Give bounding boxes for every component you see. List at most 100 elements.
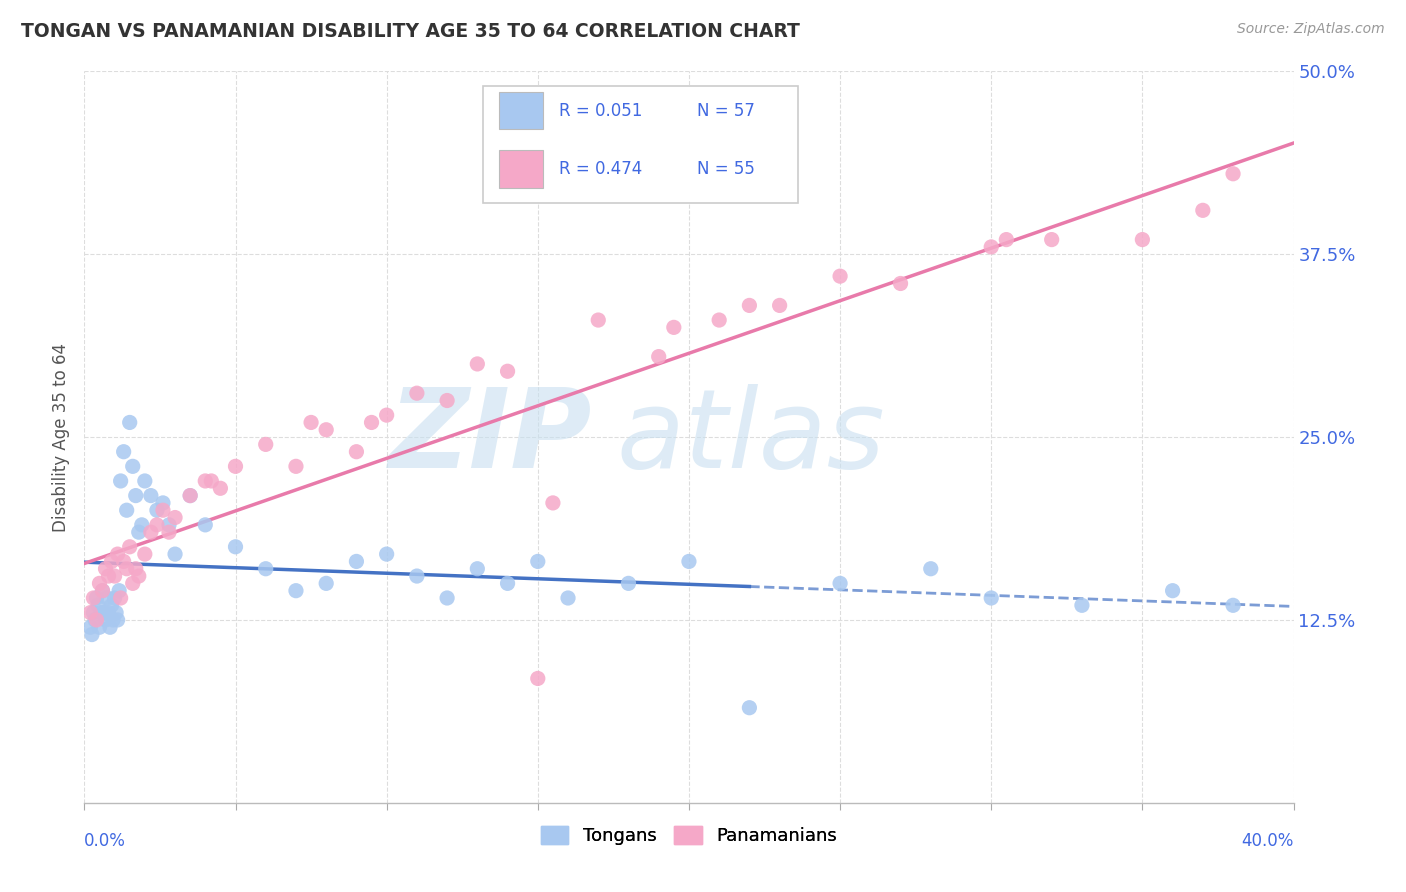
Point: [107, 613, 129, 627]
Point: [82, 591, 104, 605]
Point: [467, 562, 489, 576]
Point: [194, 474, 217, 488]
Point: [346, 554, 368, 568]
Point: [89, 620, 111, 634]
Point: [406, 569, 429, 583]
Point: [86, 613, 108, 627]
Point: [100, 554, 122, 568]
Point: [179, 489, 201, 503]
Point: [128, 569, 150, 583]
Point: [467, 357, 489, 371]
Point: [254, 437, 277, 451]
Point: [225, 459, 247, 474]
Point: [315, 576, 337, 591]
Point: [375, 547, 398, 561]
Point: [830, 576, 852, 591]
Point: [96, 591, 118, 605]
Point: [346, 444, 368, 458]
Point: [97, 569, 120, 583]
Point: [200, 474, 222, 488]
Y-axis label: Disability Age 35 to 64: Disability Age 35 to 64: [52, 343, 70, 532]
Point: [94, 613, 117, 627]
Point: [80, 627, 103, 641]
Point: [406, 386, 429, 401]
Point: [134, 474, 156, 488]
Point: [121, 459, 143, 474]
Point: [100, 599, 122, 613]
Text: atlas: atlas: [616, 384, 884, 491]
Text: Source: ZipAtlas.com: Source: ZipAtlas.com: [1237, 22, 1385, 37]
Point: [94, 562, 117, 576]
Point: [1222, 167, 1244, 181]
Point: [90, 606, 112, 620]
Point: [709, 313, 731, 327]
Point: [98, 620, 121, 634]
Point: [541, 496, 564, 510]
Point: [299, 416, 322, 430]
Point: [104, 569, 127, 583]
Point: [1192, 203, 1215, 218]
Point: [115, 503, 138, 517]
Point: [107, 547, 129, 561]
Point: [1222, 599, 1244, 613]
Point: [285, 583, 308, 598]
Point: [146, 503, 169, 517]
Point: [82, 606, 104, 620]
Point: [527, 672, 550, 686]
Point: [105, 606, 128, 620]
Point: [1071, 599, 1094, 613]
Point: [101, 613, 124, 627]
Point: [648, 350, 671, 364]
Point: [157, 517, 180, 532]
Point: [254, 562, 277, 576]
Point: [157, 525, 180, 540]
Point: [194, 517, 217, 532]
Point: [97, 606, 120, 620]
Point: [678, 554, 700, 568]
Point: [121, 576, 143, 591]
Point: [165, 547, 187, 561]
Point: [1161, 583, 1184, 598]
Point: [1132, 233, 1154, 247]
Text: ZIP: ZIP: [388, 384, 592, 491]
Point: [436, 393, 458, 408]
Point: [920, 562, 942, 576]
Point: [93, 606, 115, 620]
Point: [375, 408, 398, 422]
Point: [165, 510, 187, 524]
Point: [1040, 233, 1063, 247]
Text: TONGAN VS PANAMANIAN DISABILITY AGE 35 TO 64 CORRELATION CHART: TONGAN VS PANAMANIAN DISABILITY AGE 35 T…: [21, 22, 800, 41]
Point: [139, 489, 162, 503]
Point: [91, 583, 114, 598]
Point: [125, 489, 148, 503]
Point: [139, 525, 162, 540]
Point: [496, 364, 519, 378]
Text: 40.0%: 40.0%: [1241, 832, 1294, 850]
Point: [285, 459, 308, 474]
Point: [146, 517, 169, 532]
Point: [152, 503, 174, 517]
Point: [995, 233, 1018, 247]
Point: [527, 554, 550, 568]
Point: [662, 320, 685, 334]
Point: [104, 591, 127, 605]
Point: [225, 540, 247, 554]
Point: [79, 620, 101, 634]
Point: [118, 416, 141, 430]
Point: [87, 599, 110, 613]
Point: [128, 525, 150, 540]
Point: [110, 591, 132, 605]
Point: [112, 444, 135, 458]
Point: [496, 576, 519, 591]
Point: [108, 583, 131, 598]
Text: 0.0%: 0.0%: [84, 832, 127, 850]
Point: [436, 591, 458, 605]
Point: [179, 489, 201, 503]
Point: [91, 583, 114, 598]
Point: [118, 540, 141, 554]
Point: [134, 547, 156, 561]
Point: [110, 474, 132, 488]
Point: [980, 591, 1002, 605]
Point: [112, 554, 135, 568]
Point: [890, 277, 912, 291]
